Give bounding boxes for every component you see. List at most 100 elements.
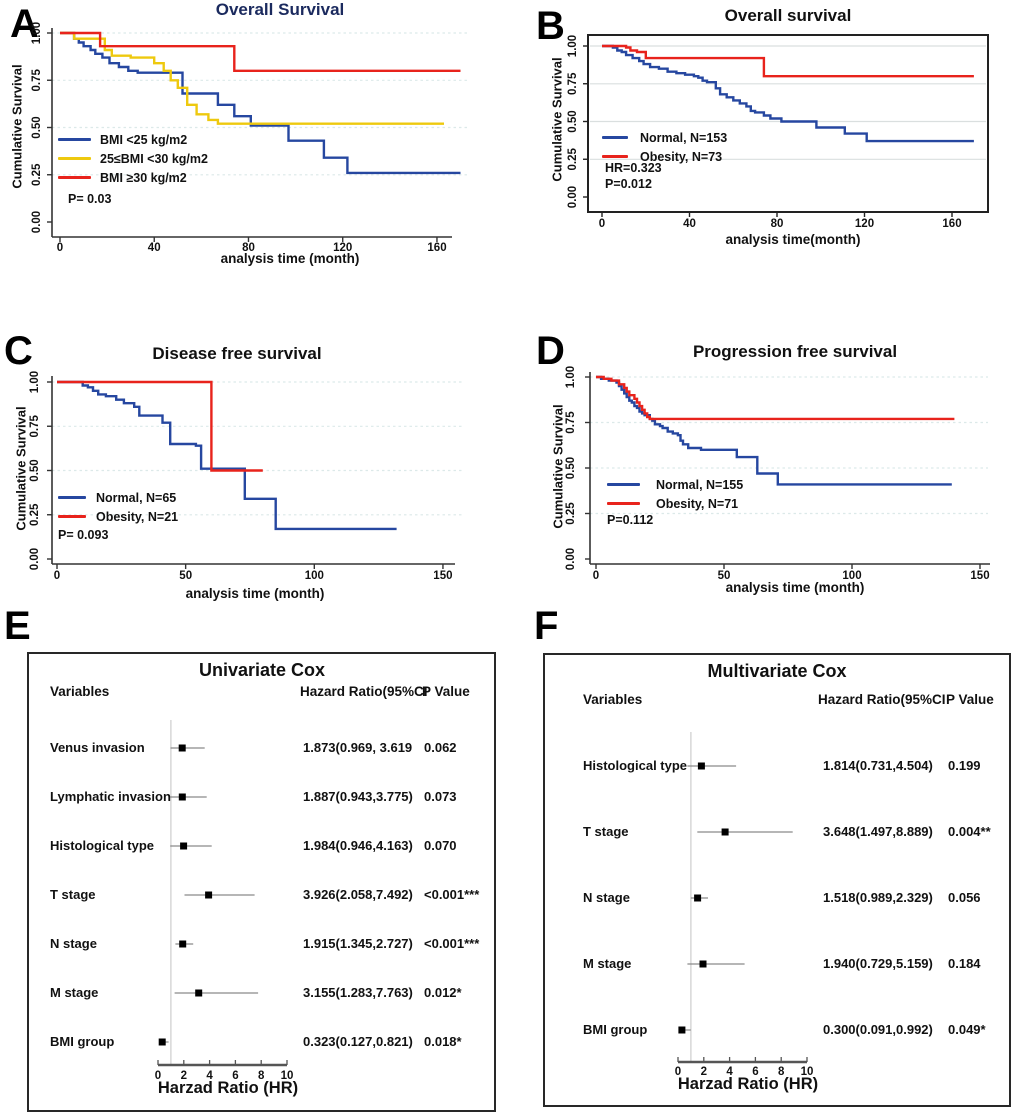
column-header-p-value: P Value <box>946 692 994 707</box>
panel-letter-f: F <box>534 604 558 648</box>
legend-label: Obesity, N=21 <box>96 509 179 524</box>
x-tick-label: 0 <box>57 242 63 254</box>
legend-label: Obesity, N=71 <box>656 496 739 511</box>
legend-swatch <box>58 175 91 180</box>
forest-p-value: 0.056 <box>948 890 981 905</box>
forest-hr-text: 1.940(0.729,5.159) <box>823 956 933 971</box>
km-curve <box>60 31 444 125</box>
y-tick-label: 0.50 <box>565 457 577 479</box>
x-tick-label: 40 <box>148 242 161 254</box>
hr-tick-label: 0 <box>675 1066 681 1078</box>
legend-label: BMI ≥30 kg/m2 <box>100 170 187 185</box>
forest-variable: BMI group <box>583 1022 648 1037</box>
y-axis-label: Cumulative Survival <box>13 406 29 531</box>
forest-variable: T stage <box>583 824 629 839</box>
km-plot-a: 0.00 0.25 0.50 0.75 1.00 0 40 80 120 160 <box>31 22 468 254</box>
forest-box <box>27 652 496 1112</box>
y-tick-label: 0.25 <box>29 503 41 526</box>
chart-title: Overall Survival <box>215 0 345 19</box>
p-value-text: P=0.012 <box>605 177 652 191</box>
chart-title: Multivariate Cox <box>707 661 847 681</box>
hr-tick-label: 10 <box>281 1070 294 1082</box>
x-axis-label: Harzad Ratio (HR) <box>677 1075 819 1093</box>
hr-marker <box>180 842 188 850</box>
forest-hr-text: 3.648(1.497,8.889) <box>823 824 933 839</box>
forest-p-value: 0.018* <box>424 1034 462 1049</box>
hr-marker <box>205 891 213 899</box>
x-axis-label: analysis time(month) <box>725 232 861 247</box>
legend-swatch <box>58 156 91 161</box>
y-tick-label: 1.00 <box>565 366 577 388</box>
x-tick-label: 80 <box>771 218 784 230</box>
hr-tick-label: 4 <box>206 1070 213 1082</box>
forest-plot-e: 0 2 4 6 8 10 <box>155 720 294 1082</box>
y-axis-label: Cumulative Survival <box>550 404 566 529</box>
x-tick-label: 50 <box>718 570 731 582</box>
forest-p-value: 0.070 <box>424 838 457 853</box>
chart-title: Disease free survival <box>152 344 322 363</box>
forest-p-value: <0.001*** <box>424 887 480 902</box>
hr-marker <box>158 1038 166 1046</box>
panel-letter-e: E <box>4 604 31 648</box>
plot-frame <box>587 34 989 213</box>
forest-p-value: <0.001*** <box>424 936 480 951</box>
km-curve <box>602 44 974 78</box>
legend-swatch <box>607 482 640 487</box>
hazard-ratio-text: HR=0.323 <box>605 161 662 175</box>
x-tick-label: 40 <box>683 218 696 230</box>
column-header-variables: Variables <box>583 692 643 707</box>
forest-variable: Histological type <box>583 758 688 773</box>
p-value-text: P= 0.03 <box>68 192 112 206</box>
forest-p-value: 0.184 <box>948 956 981 971</box>
hr-tick-label: 4 <box>726 1066 733 1078</box>
forest-p-value: 0.012* <box>424 985 462 1000</box>
legend-swatch <box>602 154 628 159</box>
forest-variable: M stage <box>50 985 99 1000</box>
forest-box <box>543 653 1011 1107</box>
legend-item: Normal, N=65 <box>58 488 178 507</box>
km-curve <box>57 380 263 472</box>
hr-tick-label: 8 <box>258 1070 265 1082</box>
km-curve <box>60 31 461 175</box>
x-tick-label: 160 <box>427 242 446 254</box>
legend-swatch <box>58 514 86 519</box>
y-axis-label: Cumulative Survival <box>9 64 25 189</box>
legend-item: Obesity, N=71 <box>607 494 743 513</box>
forest-p-value: 0.004** <box>948 824 991 839</box>
hr-marker <box>178 793 186 801</box>
column-header-p-value: P Value <box>422 684 470 699</box>
y-tick-label: 0.75 <box>31 69 43 92</box>
x-axis-label: Harzad Ratio (HR) <box>157 1079 299 1097</box>
forest-p-value: 0.062 <box>424 740 457 755</box>
forest-p-value: 0.199 <box>948 758 981 773</box>
panel-overall-survival-obesity: 0.00 0.25 0.50 0.75 1.00 0 40 80 120 160 Overall … <box>510 0 1020 310</box>
forest-hr-text: 1.873(0.969, 3.619 <box>303 740 413 755</box>
legend-item: Normal, N=155 <box>607 475 743 494</box>
km-plot-d: 0.00 0.25 0.50 0.75 1.00 0 50 100 150 <box>565 366 990 582</box>
forest-hr-text: 1.887(0.943,3.775) <box>303 789 413 804</box>
forest-variable: N stage <box>50 936 97 951</box>
legend-label: BMI <25 kg/m2 <box>100 132 188 147</box>
panel-letter-c: C <box>4 329 33 373</box>
legend-item: 25≤BMI <30 kg/m2 <box>58 149 208 168</box>
hr-tick-label: 2 <box>701 1066 707 1078</box>
panel-letter-d: D <box>536 329 565 373</box>
x-tick-label: 120 <box>333 242 352 254</box>
hr-tick-label: 6 <box>232 1070 238 1082</box>
x-tick-label: 80 <box>242 242 255 254</box>
panel-progression-free-survival: 0.00 0.25 0.50 0.75 1.00 0 50 100 150 Progressio… <box>510 330 1020 620</box>
p-value-text: P= 0.093 <box>58 528 109 542</box>
x-axis-label: analysis time (month) <box>185 586 325 601</box>
forest-hr-text: 0.323(0.127,0.821) <box>303 1034 413 1049</box>
y-tick-label: 0.25 <box>567 148 579 171</box>
km-plot-b: 0.00 0.25 0.50 0.75 1.00 0 40 80 120 160 <box>567 34 989 230</box>
legend-item: Obesity, N=73 <box>602 147 727 166</box>
km-curve <box>57 380 397 531</box>
hr-tick-label: 6 <box>752 1066 758 1078</box>
legend-label: Normal, N=155 <box>656 477 744 492</box>
hr-marker <box>178 744 186 752</box>
legend: BMI <25 kg/m2 25≤BMI <30 kg/m2 BMI ≥30 k… <box>58 130 208 187</box>
x-axis-label: analysis time (month) <box>220 251 360 266</box>
y-tick-label: 0.75 <box>565 411 577 434</box>
legend-item: Normal, N=153 <box>602 128 727 147</box>
